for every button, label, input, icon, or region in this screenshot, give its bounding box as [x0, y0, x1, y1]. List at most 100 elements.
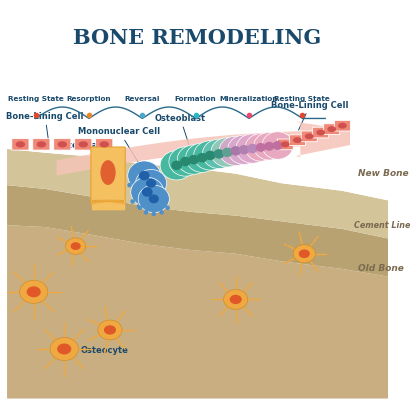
Ellipse shape: [130, 199, 135, 204]
Ellipse shape: [327, 126, 336, 132]
Ellipse shape: [136, 169, 167, 197]
Ellipse shape: [50, 337, 78, 361]
Ellipse shape: [71, 242, 81, 250]
FancyBboxPatch shape: [33, 139, 50, 150]
Ellipse shape: [66, 238, 86, 254]
Text: Resorption: Resorption: [67, 97, 111, 102]
Ellipse shape: [134, 188, 138, 192]
FancyBboxPatch shape: [277, 139, 293, 150]
Ellipse shape: [230, 146, 241, 156]
Ellipse shape: [146, 179, 156, 188]
Ellipse shape: [156, 194, 161, 199]
Ellipse shape: [245, 134, 276, 161]
Text: Old Bone: Old Bone: [358, 265, 404, 273]
Ellipse shape: [194, 141, 227, 170]
Ellipse shape: [171, 161, 182, 170]
Ellipse shape: [299, 250, 310, 258]
Ellipse shape: [254, 133, 285, 160]
Ellipse shape: [138, 185, 169, 213]
Polygon shape: [7, 185, 388, 277]
FancyBboxPatch shape: [313, 127, 329, 138]
Ellipse shape: [205, 151, 215, 160]
Text: Mononuclear Cell: Mononuclear Cell: [78, 127, 161, 177]
FancyBboxPatch shape: [91, 147, 125, 204]
Ellipse shape: [264, 142, 274, 151]
FancyBboxPatch shape: [12, 139, 29, 150]
Ellipse shape: [144, 210, 148, 215]
Ellipse shape: [316, 130, 325, 136]
Ellipse shape: [150, 188, 155, 192]
Ellipse shape: [20, 280, 48, 303]
Ellipse shape: [99, 141, 109, 148]
Ellipse shape: [16, 141, 25, 148]
Ellipse shape: [228, 135, 260, 164]
Text: Resting State: Resting State: [275, 97, 330, 102]
Ellipse shape: [256, 143, 266, 152]
Ellipse shape: [149, 194, 159, 203]
Ellipse shape: [272, 141, 282, 150]
Ellipse shape: [131, 177, 164, 207]
Ellipse shape: [219, 136, 252, 166]
Polygon shape: [7, 225, 388, 399]
Ellipse shape: [138, 206, 142, 210]
FancyBboxPatch shape: [301, 131, 317, 142]
Ellipse shape: [160, 151, 193, 180]
Ellipse shape: [137, 204, 141, 209]
Ellipse shape: [230, 295, 242, 304]
Ellipse shape: [239, 145, 250, 154]
Ellipse shape: [188, 155, 199, 164]
Ellipse shape: [57, 141, 67, 148]
Ellipse shape: [169, 147, 202, 176]
Ellipse shape: [293, 245, 315, 263]
Ellipse shape: [57, 344, 71, 354]
Ellipse shape: [98, 320, 122, 340]
Text: Mineralization: Mineralization: [220, 97, 278, 102]
Ellipse shape: [142, 189, 146, 194]
Ellipse shape: [186, 143, 219, 172]
FancyBboxPatch shape: [96, 139, 113, 150]
Ellipse shape: [27, 286, 41, 297]
Polygon shape: [7, 128, 388, 201]
Ellipse shape: [135, 190, 139, 194]
Text: Cement Line: Cement Line: [354, 220, 410, 230]
Ellipse shape: [141, 194, 146, 199]
Ellipse shape: [37, 141, 46, 148]
Text: New Bone: New Bone: [358, 169, 408, 178]
Text: Formation: Formation: [175, 97, 217, 102]
Ellipse shape: [153, 204, 158, 209]
Ellipse shape: [236, 134, 269, 163]
Ellipse shape: [197, 153, 208, 163]
Ellipse shape: [142, 187, 153, 197]
Ellipse shape: [305, 134, 314, 139]
FancyBboxPatch shape: [324, 124, 340, 134]
Polygon shape: [7, 149, 388, 238]
Ellipse shape: [223, 290, 248, 310]
Ellipse shape: [165, 206, 170, 210]
Ellipse shape: [338, 123, 347, 129]
FancyBboxPatch shape: [334, 120, 350, 131]
FancyBboxPatch shape: [75, 139, 92, 150]
Text: Resting State: Resting State: [8, 97, 64, 102]
Ellipse shape: [128, 161, 161, 190]
Ellipse shape: [213, 149, 224, 158]
Ellipse shape: [211, 138, 244, 167]
FancyBboxPatch shape: [290, 135, 305, 146]
Ellipse shape: [100, 160, 116, 185]
Text: Bone-Lining Cell: Bone-Lining Cell: [6, 112, 84, 141]
Ellipse shape: [159, 210, 164, 215]
Text: Reversal: Reversal: [125, 97, 160, 102]
Text: Osteoclast: Osteoclast: [56, 141, 106, 162]
Text: BONE REMODELING: BONE REMODELING: [74, 28, 322, 48]
Ellipse shape: [177, 145, 210, 174]
Ellipse shape: [247, 144, 258, 154]
FancyBboxPatch shape: [54, 139, 71, 150]
Ellipse shape: [104, 325, 116, 334]
Text: Bone-Lining Cell: Bone-Lining Cell: [271, 101, 349, 130]
Ellipse shape: [293, 137, 302, 143]
Polygon shape: [57, 131, 300, 176]
Ellipse shape: [139, 171, 150, 181]
Text: Osteocyte: Osteocyte: [74, 347, 128, 355]
Polygon shape: [295, 121, 350, 157]
Ellipse shape: [79, 141, 88, 148]
Ellipse shape: [149, 196, 154, 201]
